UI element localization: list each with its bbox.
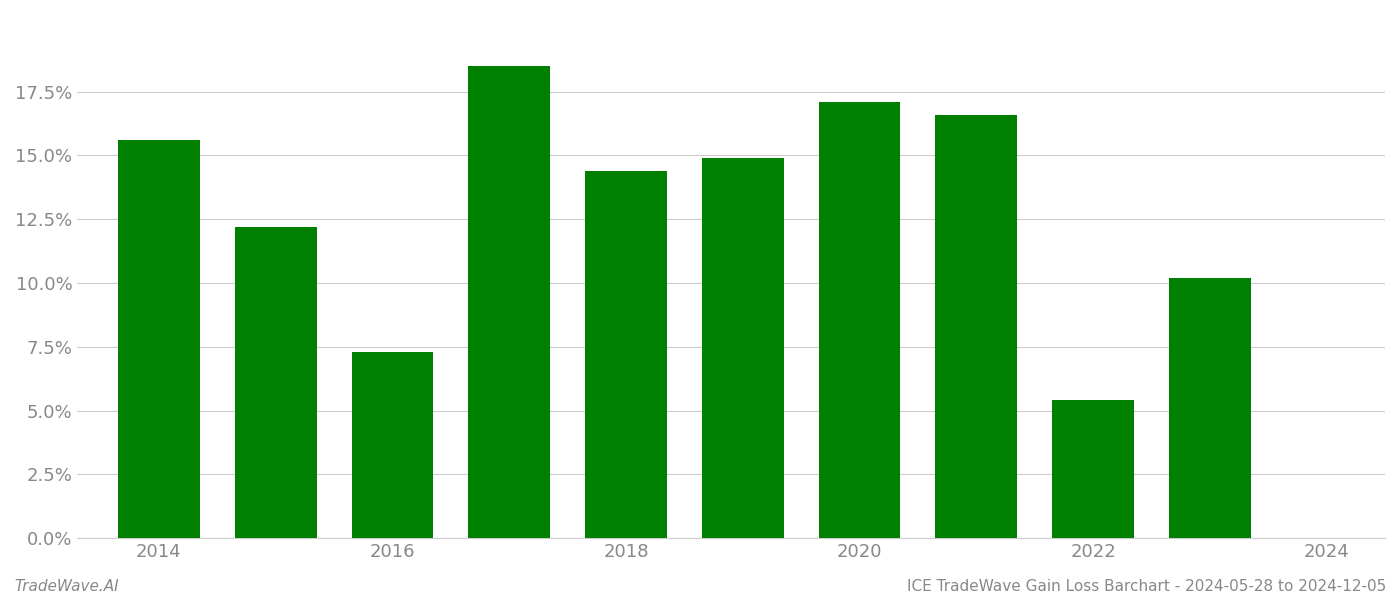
Bar (469, 66, 550, 538)
Bar (235, 227, 316, 538)
Bar (118, 140, 200, 538)
Bar (1053, 400, 1134, 538)
Bar (701, 158, 784, 538)
Text: TradeWave.AI: TradeWave.AI (14, 579, 119, 594)
Bar (1169, 278, 1250, 538)
Bar (819, 102, 900, 538)
Text: ICE TradeWave Gain Loss Barchart - 2024-05-28 to 2024-12-05: ICE TradeWave Gain Loss Barchart - 2024-… (907, 579, 1386, 594)
Bar (935, 115, 1018, 538)
Bar (585, 170, 666, 538)
Bar (351, 352, 433, 538)
